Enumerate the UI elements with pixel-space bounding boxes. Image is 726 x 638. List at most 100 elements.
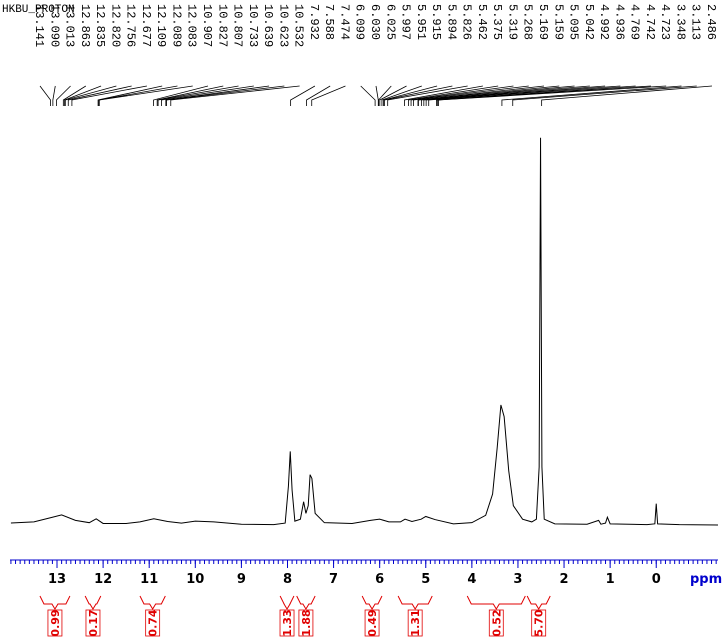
peak-label: 10.532 (292, 4, 306, 47)
peak-label: 6.099 (353, 4, 367, 40)
integral-bracket (39, 595, 71, 610)
peak-connector (375, 85, 379, 106)
peak-label: 5.826 (460, 4, 474, 40)
spectrum-line (10, 137, 719, 526)
peak-connector (64, 85, 117, 106)
peak-label: 3.348 (673, 4, 687, 40)
integral-label-box (488, 609, 504, 637)
x-tick-label: 12 (94, 572, 112, 587)
peak-label: 5.268 (521, 4, 535, 40)
integral-bracket (361, 595, 383, 610)
peak-connector (360, 85, 376, 106)
peak-label: 10.733 (246, 4, 260, 47)
integral-label-box (298, 609, 314, 637)
peak-connector (387, 85, 468, 106)
peak-label: 12.677 (139, 4, 153, 47)
integral-bracket (296, 595, 316, 610)
peak-connector (170, 85, 300, 106)
peak-connector (384, 85, 453, 106)
peak-connector (381, 85, 422, 106)
peak-label: 7.588 (322, 4, 336, 40)
peak-connector (437, 85, 651, 106)
peak-connector (165, 85, 270, 106)
integral-label-box (531, 609, 547, 637)
peak-connector (413, 85, 529, 106)
peak-label: 4.742 (643, 4, 657, 40)
peak-connector (56, 85, 71, 106)
peak-connector (67, 85, 132, 106)
x-tick-label: 8 (283, 572, 292, 587)
peak-connector (417, 85, 545, 106)
peak-label: 5.042 (582, 4, 596, 40)
integral-bracket (279, 595, 295, 610)
peak-connector (418, 85, 560, 106)
peak-connector (157, 85, 239, 106)
peak-connector (379, 85, 407, 106)
peak-label: 5.462 (475, 4, 489, 40)
peak-connector (290, 85, 316, 106)
peak-connector (306, 85, 331, 106)
integral-label: 5.70 (533, 609, 546, 636)
x-tick-label: 3 (513, 572, 522, 587)
peak-label: 5.997 (399, 4, 413, 40)
peak-connector (408, 85, 499, 106)
peak-label: 5.159 (551, 4, 565, 40)
integral-label-box (47, 609, 63, 637)
peak-label: 10.907 (200, 4, 214, 47)
peak-connector (425, 85, 606, 106)
peak-connector (161, 85, 254, 106)
peak-label: 10.827 (215, 4, 229, 47)
peak-connector (512, 85, 697, 106)
peak-label: 12.089 (169, 4, 183, 47)
x-tick-label: 0 (652, 572, 661, 587)
peak-label: 12.820 (108, 4, 122, 47)
chart-title: HKBU_PROTON (2, 4, 75, 16)
peak-connector (541, 85, 713, 106)
peak-connector (404, 85, 483, 106)
peak-label: 2.486 (704, 4, 718, 40)
integral-bracket (397, 595, 433, 610)
peak-label: 5.894 (444, 4, 458, 40)
x-tick-label: 11 (140, 572, 158, 587)
x-tick-label: 13 (48, 572, 66, 587)
integral-bracket (526, 595, 551, 610)
peak-connector (438, 85, 667, 106)
peak-connector (97, 85, 163, 106)
integral-label: 0.49 (366, 609, 379, 636)
integral-label: 0.99 (49, 609, 62, 636)
integral-bracket (466, 595, 526, 610)
x-tick-label: 10 (186, 572, 204, 587)
peak-connector (383, 85, 438, 106)
peak-label: 7.474 (337, 4, 351, 40)
integral-bracket (84, 595, 102, 610)
integral-label: 1.33 (281, 609, 294, 636)
peak-label: 6.030 (368, 4, 382, 40)
peak-label: 4.769 (628, 4, 642, 40)
peak-label: 12.083 (185, 4, 199, 47)
integral-label: 0.17 (87, 609, 100, 636)
peak-label: 6.025 (383, 4, 397, 40)
integral-label-box (145, 609, 161, 637)
peak-label: 7.932 (307, 4, 321, 40)
peak-connector (436, 85, 636, 106)
peak-label: 5.375 (490, 4, 504, 40)
integral-label: 1.31 (409, 609, 422, 636)
peak-label: 12.835 (93, 4, 107, 47)
x-tick-label: 2 (560, 572, 569, 587)
integral-label-box (279, 609, 295, 637)
peak-label: 5.915 (429, 4, 443, 40)
peak-label: 13.141 (32, 4, 46, 47)
peak-connector (428, 85, 621, 106)
peak-connector (153, 85, 209, 106)
peak-connector (311, 85, 346, 106)
x-tick-label: 6 (375, 572, 384, 587)
peak-label: 4.936 (612, 4, 626, 40)
peak-connector (423, 85, 590, 106)
integral-label: 0.52 (490, 609, 503, 636)
x-axis-label: ppm (690, 572, 722, 587)
x-tick-label: 1 (606, 572, 615, 587)
integral-label-box (85, 609, 101, 637)
peak-connector (166, 85, 285, 106)
peak-connector (39, 85, 51, 106)
